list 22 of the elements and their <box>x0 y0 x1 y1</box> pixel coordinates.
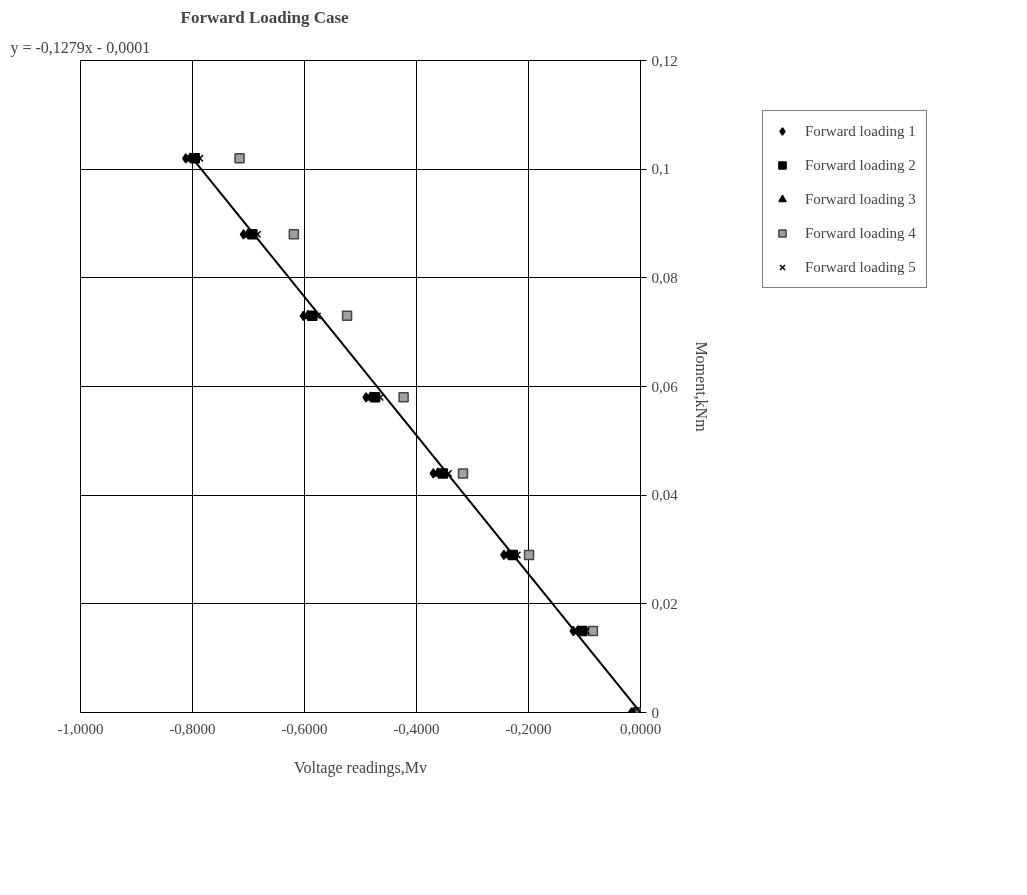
x-axis-title: Voltage readings,Mv <box>293 758 428 777</box>
chart-title: Forward Loading Case <box>180 7 350 27</box>
legend-label: Forward loading 2 <box>805 155 916 175</box>
x-tick-label: -0,4000 <box>393 720 440 737</box>
x-tick-label: 0,0000 <box>619 720 662 737</box>
text: y = -0,1279x - 0,0001 <box>10 38 151 57</box>
legend-label: Forward loading 4 <box>805 223 916 243</box>
x-tick-label: -0,8000 <box>169 720 216 737</box>
y-tick-label: 0,04 <box>651 487 679 504</box>
x-tick-label: -1,0000 <box>57 720 104 737</box>
x-tick-label: -0,6000 <box>281 720 328 737</box>
y-tick-label: 0,1 <box>651 161 671 178</box>
x-tick-label: -0,2000 <box>505 720 552 737</box>
y-tick-label: 0,06 <box>651 378 679 395</box>
legend-label: Forward loading 1 <box>805 121 916 141</box>
y-tick-label: 0,02 <box>651 595 678 612</box>
y-tick-label: 0,08 <box>651 269 678 286</box>
y-axis-title: Moment,kNm <box>692 341 710 433</box>
y-tick-label: 0 <box>651 704 659 721</box>
y-tick-label: 0,12 <box>651 52 678 69</box>
legend-label: Forward loading 5 <box>805 257 916 277</box>
legend-label: Forward loading 3 <box>805 189 916 209</box>
